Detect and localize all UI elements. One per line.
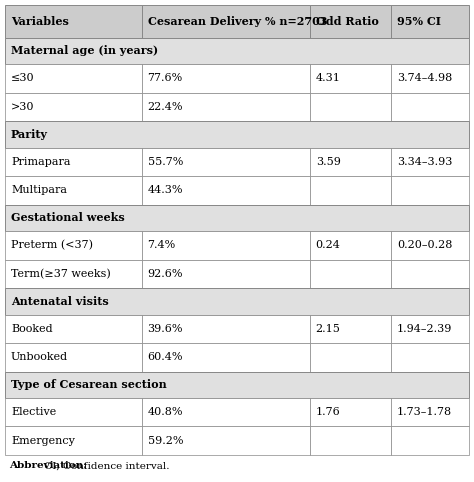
Bar <box>310 343 391 372</box>
Text: 1.94–2.39: 1.94–2.39 <box>397 324 452 334</box>
Bar <box>5 121 469 147</box>
Text: Abbreviation:: Abbreviation: <box>9 461 87 470</box>
Bar <box>391 231 469 259</box>
Bar <box>391 93 469 121</box>
Text: 2.15: 2.15 <box>316 324 341 334</box>
Bar <box>310 231 391 259</box>
Text: Gestational weeks: Gestational weeks <box>11 212 125 223</box>
Bar <box>5 343 142 372</box>
Text: Variables: Variables <box>11 16 69 27</box>
Bar <box>5 176 142 204</box>
Bar <box>310 259 391 288</box>
Text: Primapara: Primapara <box>11 157 71 167</box>
Bar <box>5 204 469 231</box>
Bar <box>391 343 469 372</box>
Bar <box>310 93 391 121</box>
Text: 59.2%: 59.2% <box>147 436 183 446</box>
Text: 39.6%: 39.6% <box>147 324 183 334</box>
Bar <box>5 93 142 121</box>
Text: Cesarean Delivery % n=2703: Cesarean Delivery % n=2703 <box>147 16 327 27</box>
Bar <box>5 288 469 314</box>
Text: Emergency: Emergency <box>11 436 75 446</box>
Text: Preterm (<37): Preterm (<37) <box>11 240 93 251</box>
Bar <box>310 147 391 176</box>
Bar <box>391 314 469 343</box>
Text: >30: >30 <box>11 102 35 112</box>
Text: Booked: Booked <box>11 324 53 334</box>
Text: 3.74–4.98: 3.74–4.98 <box>397 73 452 83</box>
Text: 4.31: 4.31 <box>316 73 341 83</box>
Bar <box>391 259 469 288</box>
Bar <box>310 176 391 204</box>
Bar <box>391 147 469 176</box>
Bar <box>5 314 142 343</box>
Bar <box>142 147 310 176</box>
Text: Odd Ratio: Odd Ratio <box>316 16 379 27</box>
Bar <box>310 314 391 343</box>
Text: Antenatal visits: Antenatal visits <box>11 296 109 307</box>
Bar <box>142 5 310 38</box>
Bar <box>5 231 142 259</box>
Text: Type of Cesarean section: Type of Cesarean section <box>11 379 167 390</box>
Bar <box>5 5 142 38</box>
Text: CI, Confidence interval.: CI, Confidence interval. <box>41 461 170 470</box>
Text: 3.34–3.93: 3.34–3.93 <box>397 157 452 167</box>
Bar <box>391 398 469 427</box>
Text: 1.73–1.78: 1.73–1.78 <box>397 407 452 417</box>
Bar <box>142 314 310 343</box>
Bar <box>391 176 469 204</box>
Text: 55.7%: 55.7% <box>147 157 183 167</box>
Bar <box>310 427 391 455</box>
Bar <box>5 259 142 288</box>
Bar <box>142 427 310 455</box>
Text: 77.6%: 77.6% <box>147 73 183 83</box>
Text: Maternal age (in years): Maternal age (in years) <box>11 45 158 56</box>
Text: Parity: Parity <box>11 129 48 140</box>
Text: Multipara: Multipara <box>11 185 67 195</box>
Bar <box>142 398 310 427</box>
Text: 95% CI: 95% CI <box>397 16 441 27</box>
Text: Elective: Elective <box>11 407 56 417</box>
Bar <box>142 343 310 372</box>
Text: 1.76: 1.76 <box>316 407 340 417</box>
Text: 60.4%: 60.4% <box>147 352 183 362</box>
Text: 44.3%: 44.3% <box>147 185 183 195</box>
Text: 40.8%: 40.8% <box>147 407 183 417</box>
Text: ≤30: ≤30 <box>11 73 35 83</box>
Bar <box>310 398 391 427</box>
Text: 7.4%: 7.4% <box>147 240 176 250</box>
Text: 22.4%: 22.4% <box>147 102 183 112</box>
Bar <box>391 427 469 455</box>
Bar <box>5 372 469 398</box>
Text: Unbooked: Unbooked <box>11 352 68 362</box>
Text: 92.6%: 92.6% <box>147 269 183 279</box>
Bar <box>5 38 469 64</box>
Text: 0.24: 0.24 <box>316 240 341 250</box>
Bar <box>310 5 391 38</box>
Bar <box>5 147 142 176</box>
Bar <box>142 259 310 288</box>
Bar <box>5 427 142 455</box>
Bar <box>142 64 310 93</box>
Bar <box>142 93 310 121</box>
Bar <box>391 64 469 93</box>
Text: Term(≥37 weeks): Term(≥37 weeks) <box>11 268 111 279</box>
Bar <box>142 231 310 259</box>
Bar <box>5 64 142 93</box>
Text: 0.20–0.28: 0.20–0.28 <box>397 240 452 250</box>
Bar <box>142 176 310 204</box>
Bar <box>310 64 391 93</box>
Bar <box>5 398 142 427</box>
Text: 3.59: 3.59 <box>316 157 341 167</box>
Bar <box>391 5 469 38</box>
